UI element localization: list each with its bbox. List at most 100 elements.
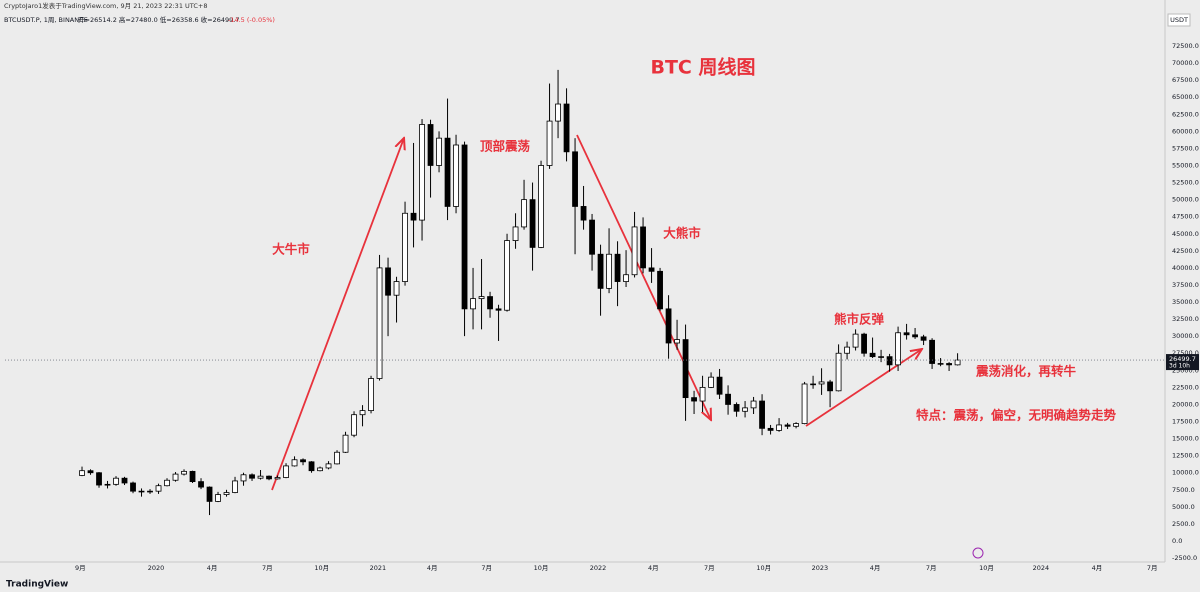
x-tick-label: 10月 [756, 564, 771, 572]
candle-body [487, 296, 493, 310]
candle-body [716, 376, 723, 395]
candle-body [538, 165, 544, 248]
y-tick-label: 50000.0 [1172, 196, 1199, 204]
candle-body [742, 407, 748, 412]
price-label-box [1166, 354, 1199, 371]
candle-body [529, 199, 536, 248]
candle-body [665, 308, 672, 344]
x-tick-label: 4月 [427, 564, 438, 572]
y-tick-label: 27500.0 [1172, 349, 1199, 357]
x-tick-label: 2024 [1033, 564, 1050, 572]
arrow-bear [576, 134, 711, 420]
y-tick-label: -2500.0 [1172, 554, 1197, 562]
candle-body [852, 333, 859, 348]
y-tick-label: 52500.0 [1172, 179, 1199, 187]
x-tick-label: 4月 [207, 564, 218, 572]
candle-body [478, 296, 485, 300]
candle-body [648, 267, 655, 272]
x-tick-label: 4月 [870, 564, 881, 572]
y-tick-label: 22500.0 [1172, 383, 1199, 391]
x-tick-label: 7月 [704, 564, 715, 572]
candle-body [614, 253, 621, 282]
candle-body [300, 459, 306, 463]
y-tick-label: 40000.0 [1172, 264, 1199, 272]
candle-body [240, 474, 247, 482]
candle-body [631, 226, 638, 276]
ohlc-label: 开=26514.2 高=27480.0 低=26358.6 收=26499.7 [78, 15, 240, 24]
x-tick-label: 2021 [370, 564, 387, 572]
candle-body [572, 151, 578, 207]
candle-body [147, 490, 153, 493]
x-tick-label: 7月 [481, 564, 492, 572]
event-icon[interactable] [972, 547, 984, 559]
candle-body [818, 381, 825, 385]
candle-body [691, 397, 697, 402]
candle-body [368, 378, 374, 412]
candle-body [810, 383, 816, 386]
candle-body [79, 470, 85, 476]
candle-body [606, 253, 612, 289]
candle-body [521, 199, 527, 228]
candle-body [546, 120, 553, 166]
candle-body [155, 485, 162, 492]
candle-body [206, 486, 213, 502]
candle-body [351, 414, 357, 436]
y-tick-label: 65000.0 [1172, 93, 1199, 101]
candle-body [325, 463, 332, 469]
change: -14.5 (-0.05%) [228, 16, 275, 24]
candle-body [359, 410, 366, 416]
candle-body [767, 427, 774, 431]
y-tick-label: 32500.0 [1172, 315, 1199, 323]
candle-body [223, 492, 230, 495]
candle-body [861, 333, 867, 354]
candle-body [215, 494, 221, 502]
candle-body [623, 274, 629, 282]
brand: TradingView [6, 580, 68, 590]
candle-body [113, 477, 119, 485]
candle-body [470, 298, 476, 310]
annotation: 大牛市 [272, 242, 310, 257]
candle-body [699, 386, 706, 402]
candle-body [172, 473, 179, 481]
annotation: 顶部震荡 [480, 139, 531, 154]
y-tick-label: 47500.0 [1172, 213, 1199, 221]
candle-body [266, 475, 272, 480]
candle-body [725, 393, 731, 405]
candle-body [929, 339, 935, 364]
candle-body [827, 381, 833, 392]
candle-body [436, 137, 442, 166]
countdown: 3d 10h [1169, 363, 1190, 370]
candle-body [87, 470, 94, 474]
y-tick-label: 57500.0 [1172, 144, 1199, 152]
candle-body [920, 336, 927, 341]
candle-body [801, 383, 808, 424]
x-tick-label: 7月 [1147, 564, 1158, 572]
candle-body [878, 356, 884, 358]
candle-body [495, 308, 502, 311]
candle-body [555, 103, 561, 122]
watermark: CryptoJaro1发表于TradingView.com, 9月 21, 20… [4, 1, 208, 10]
candle-body [257, 475, 264, 479]
candle-body [750, 400, 757, 409]
x-tick-label: 10月 [534, 564, 549, 572]
y-tick-label: 25000.0 [1172, 366, 1199, 374]
candle-body [895, 332, 901, 366]
candle-body [776, 424, 782, 431]
candle-body [104, 483, 111, 486]
candle-body [317, 467, 323, 472]
candle-body [946, 363, 952, 366]
chart-title: BTC 周线图 [650, 56, 755, 79]
candle-body [708, 376, 714, 388]
candle-body [793, 423, 799, 427]
arrow-rebound [805, 349, 922, 427]
candle-body [682, 339, 689, 399]
candle-body [232, 480, 238, 493]
y-tick-label: 15000.0 [1172, 435, 1199, 443]
candle-body [274, 477, 281, 480]
candle-body [733, 404, 740, 412]
y-tick-label: 0.0 [1172, 537, 1182, 545]
candle-body [844, 346, 850, 354]
candle-body [181, 470, 187, 475]
